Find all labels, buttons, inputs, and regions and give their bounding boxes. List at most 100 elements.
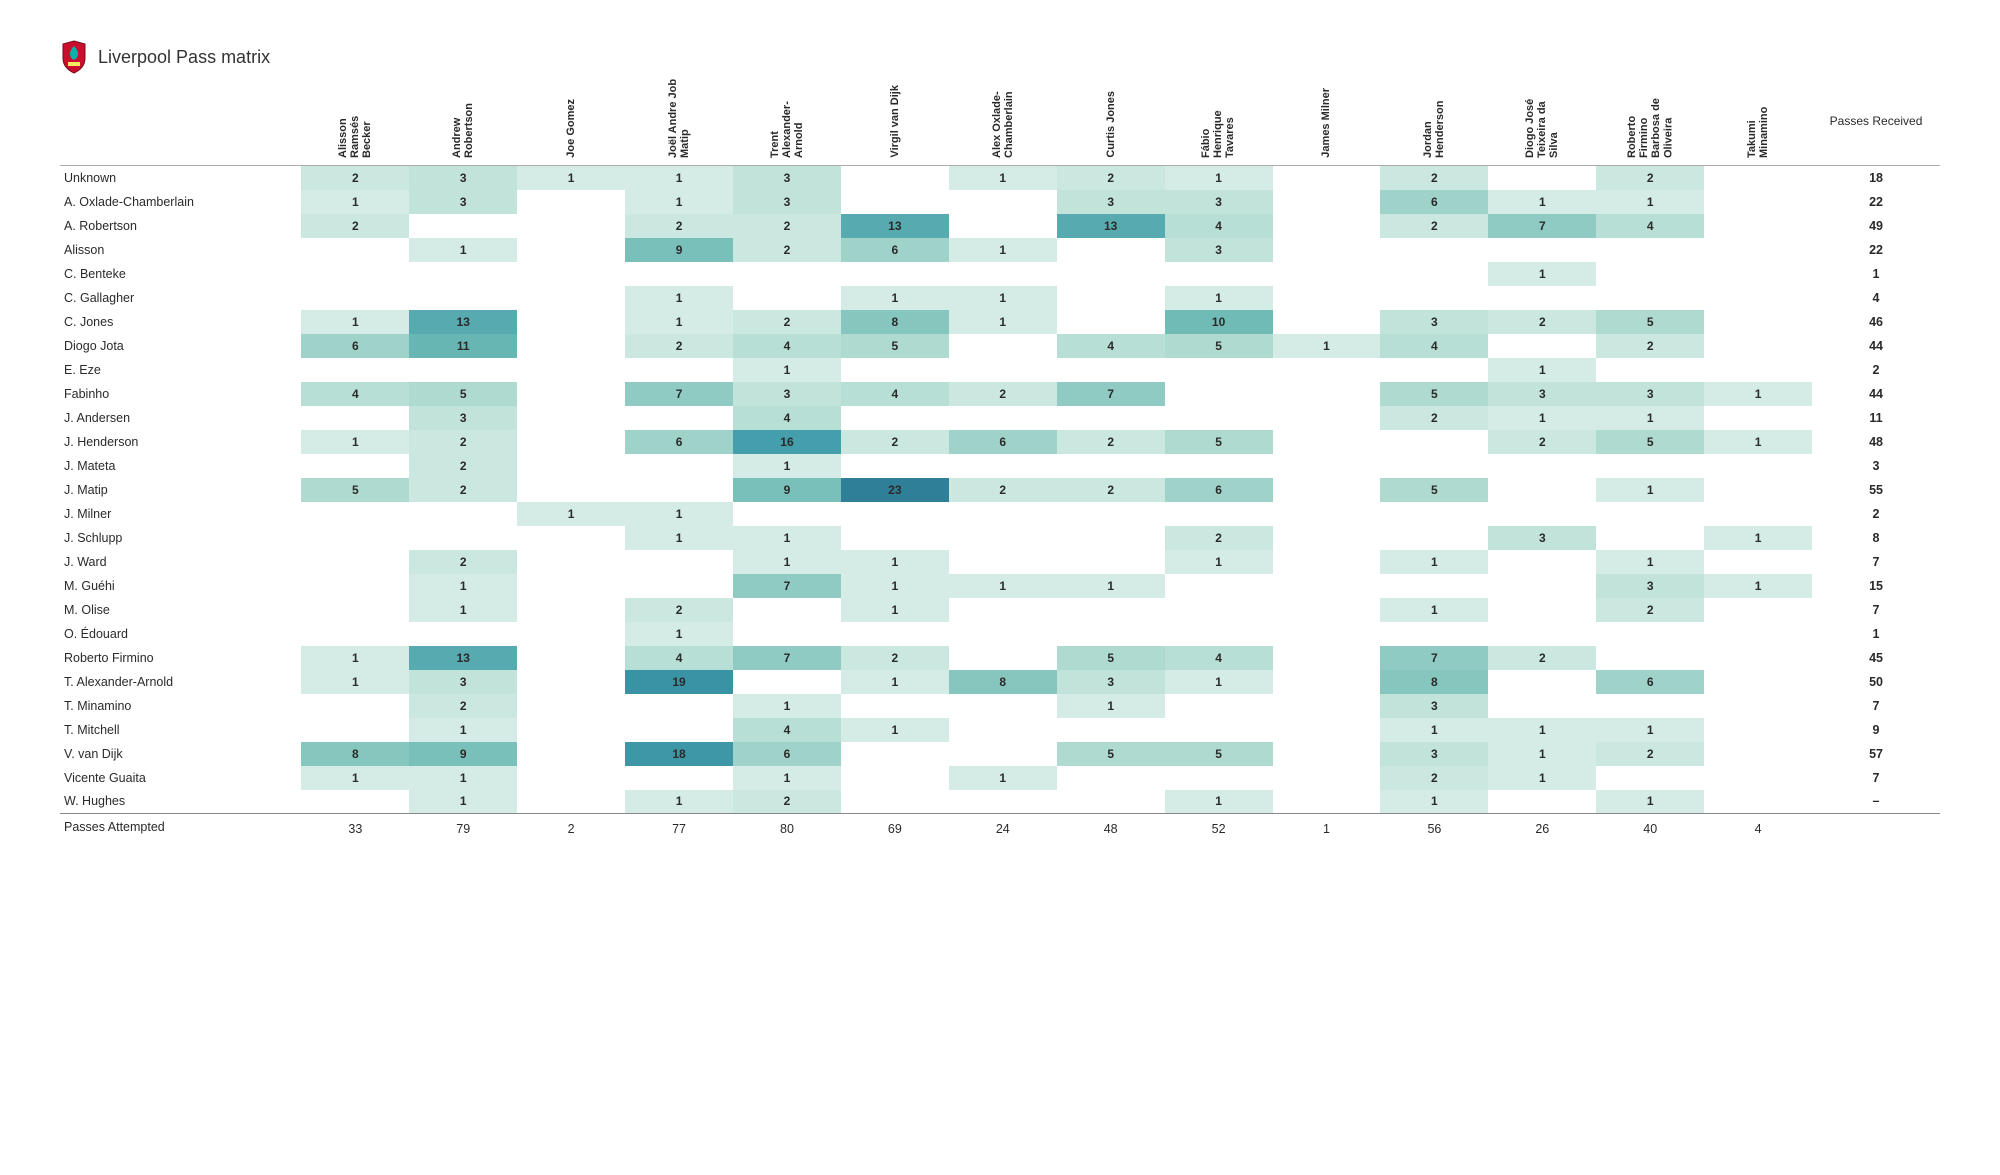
heatmap-cell bbox=[1165, 358, 1273, 382]
heatmap-cell bbox=[1380, 574, 1488, 598]
heatmap-cell: 1 bbox=[1488, 262, 1596, 286]
row-total: – bbox=[1812, 790, 1940, 814]
heatmap-cell bbox=[1488, 790, 1596, 814]
heatmap-cell bbox=[733, 598, 841, 622]
heatmap-cell: 16 bbox=[733, 430, 841, 454]
footer-label: Passes Attempted bbox=[60, 814, 301, 840]
heatmap-cell: 2 bbox=[1380, 166, 1488, 190]
heatmap-cell bbox=[409, 502, 517, 526]
table-row: O. Édouard11 bbox=[60, 622, 1940, 646]
heatmap-cell: 10 bbox=[1165, 310, 1273, 334]
heatmap-cell bbox=[301, 622, 409, 646]
heatmap-cell bbox=[517, 526, 625, 550]
heatmap-cell bbox=[1273, 790, 1381, 814]
heatmap-cell bbox=[1704, 334, 1812, 358]
heatmap-cell bbox=[1380, 430, 1488, 454]
heatmap-cell bbox=[949, 790, 1057, 814]
heatmap-cell bbox=[1704, 598, 1812, 622]
heatmap-cell: 1 bbox=[409, 238, 517, 262]
heatmap-cell bbox=[1165, 766, 1273, 790]
heatmap-cell bbox=[841, 766, 949, 790]
heatmap-cell bbox=[1273, 358, 1381, 382]
table-row: C. Gallagher11114 bbox=[60, 286, 1940, 310]
heatmap-cell: 1 bbox=[733, 358, 841, 382]
heatmap-cell: 1 bbox=[733, 454, 841, 478]
heatmap-cell: 4 bbox=[733, 406, 841, 430]
row-label: J. Ward bbox=[60, 550, 301, 574]
table-row: J. Milner112 bbox=[60, 502, 1940, 526]
heatmap-cell: 13 bbox=[1057, 214, 1165, 238]
heatmap-cell: 2 bbox=[1380, 214, 1488, 238]
heatmap-cell: 2 bbox=[841, 646, 949, 670]
column-header-label: Roberto Firmino Barbosa de Oliveira bbox=[1626, 78, 1674, 158]
column-header: Curtis Jones bbox=[1057, 78, 1165, 166]
heatmap-cell: 5 bbox=[301, 478, 409, 502]
heatmap-cell: 5 bbox=[1596, 310, 1704, 334]
heatmap-cell: 6 bbox=[1165, 478, 1273, 502]
heatmap-cell: 4 bbox=[1057, 334, 1165, 358]
heatmap-cell: 1 bbox=[301, 766, 409, 790]
heatmap-cell: 18 bbox=[625, 742, 733, 766]
heatmap-cell bbox=[1273, 406, 1381, 430]
row-total: 48 bbox=[1812, 430, 1940, 454]
heatmap-cell: 3 bbox=[409, 166, 517, 190]
heatmap-cell bbox=[1057, 262, 1165, 286]
heatmap-cell bbox=[1057, 718, 1165, 742]
heatmap-cell: 2 bbox=[1057, 166, 1165, 190]
table-row: A. Oxlade-Chamberlain13133361122 bbox=[60, 190, 1940, 214]
table-row: T. Mitchell1411119 bbox=[60, 718, 1940, 742]
heatmap-cell bbox=[1165, 502, 1273, 526]
heatmap-cell bbox=[1057, 238, 1165, 262]
heatmap-cell: 1 bbox=[409, 574, 517, 598]
table-row: C. Benteke11 bbox=[60, 262, 1940, 286]
row-total: 7 bbox=[1812, 694, 1940, 718]
heatmap-cell bbox=[1596, 694, 1704, 718]
heatmap-cell bbox=[1273, 430, 1381, 454]
heatmap-cell bbox=[733, 286, 841, 310]
heatmap-cell: 1 bbox=[625, 622, 733, 646]
heatmap-cell: 1 bbox=[949, 574, 1057, 598]
heatmap-cell: 1 bbox=[1488, 190, 1596, 214]
heatmap-cell: 4 bbox=[1165, 214, 1273, 238]
heatmap-cell: 3 bbox=[1380, 310, 1488, 334]
heatmap-cell bbox=[1704, 670, 1812, 694]
table-row: J. Andersen3421111 bbox=[60, 406, 1940, 430]
heatmap-cell: 1 bbox=[625, 166, 733, 190]
heatmap-cell bbox=[1596, 358, 1704, 382]
row-label: T. Alexander-Arnold bbox=[60, 670, 301, 694]
row-label: W. Hughes bbox=[60, 790, 301, 814]
heatmap-cell bbox=[409, 214, 517, 238]
heatmap-cell: 1 bbox=[409, 790, 517, 814]
heatmap-cell: 1 bbox=[1165, 670, 1273, 694]
row-total: 2 bbox=[1812, 358, 1940, 382]
heatmap-cell bbox=[1488, 478, 1596, 502]
row-label: C. Benteke bbox=[60, 262, 301, 286]
column-header-label: Fábio Henrique Tavares bbox=[1200, 78, 1236, 158]
heatmap-cell bbox=[1704, 286, 1812, 310]
heatmap-cell bbox=[949, 502, 1057, 526]
column-total: 56 bbox=[1380, 814, 1488, 840]
heatmap-cell: 13 bbox=[409, 646, 517, 670]
row-label: A. Robertson bbox=[60, 214, 301, 238]
corner-cell bbox=[60, 78, 301, 166]
heatmap-cell bbox=[1165, 622, 1273, 646]
heatmap-cell bbox=[1273, 574, 1381, 598]
heatmap-cell: 4 bbox=[733, 718, 841, 742]
heatmap-cell bbox=[1165, 718, 1273, 742]
heatmap-cell: 1 bbox=[517, 166, 625, 190]
heatmap-cell bbox=[301, 790, 409, 814]
heatmap-cell: 2 bbox=[1057, 478, 1165, 502]
heatmap-cell: 5 bbox=[1057, 742, 1165, 766]
heatmap-cell bbox=[1057, 406, 1165, 430]
heatmap-cell bbox=[409, 286, 517, 310]
row-label: O. Édouard bbox=[60, 622, 301, 646]
heatmap-cell bbox=[1704, 358, 1812, 382]
heatmap-cell bbox=[301, 694, 409, 718]
column-header-label: Andrew Robertson bbox=[451, 78, 475, 158]
row-total: 2 bbox=[1812, 502, 1940, 526]
heatmap-cell bbox=[949, 550, 1057, 574]
heatmap-cell bbox=[625, 550, 733, 574]
heatmap-cell: 6 bbox=[733, 742, 841, 766]
heatmap-cell bbox=[1273, 670, 1381, 694]
heatmap-cell: 13 bbox=[409, 310, 517, 334]
